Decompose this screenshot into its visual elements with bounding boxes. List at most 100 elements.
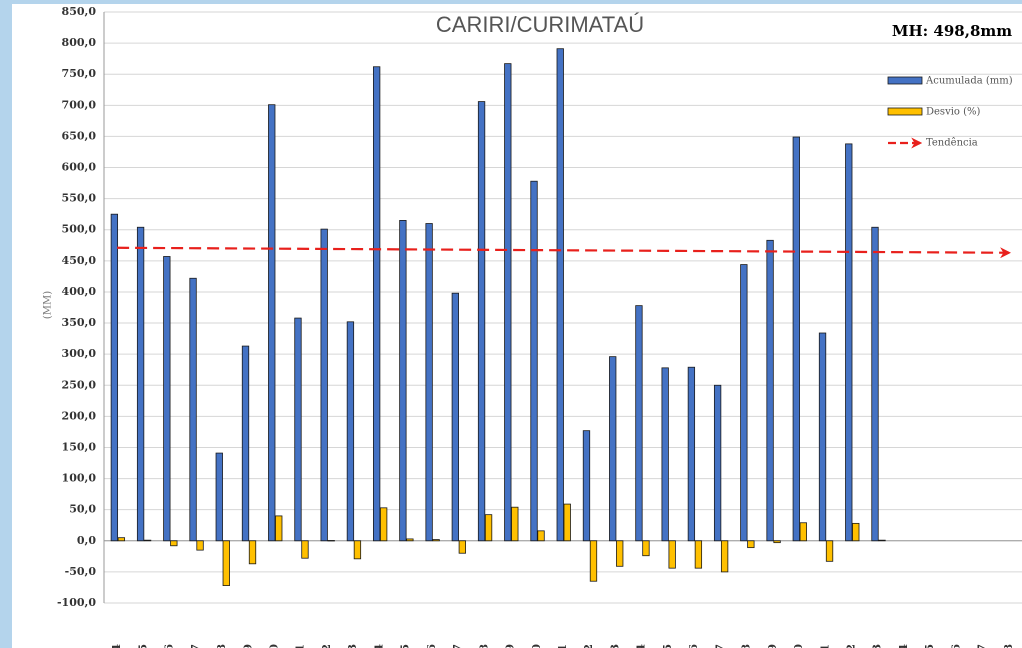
bar <box>845 143 853 542</box>
x-tick-label: 2019 <box>766 644 779 648</box>
x-tick-label: 2006 <box>425 644 438 648</box>
x-tick-label: 2028 <box>1002 644 1015 648</box>
legend-label: Acumulada (mm) <box>925 76 1013 87</box>
y-tick-label: 750,0 <box>62 67 97 80</box>
y-tick-label: 450,0 <box>62 254 97 267</box>
x-tick-label: 2011 <box>556 644 569 648</box>
bar <box>163 256 171 542</box>
x-tick-label: 1998 <box>215 644 228 648</box>
bar <box>799 522 807 542</box>
legend-label: Tendência <box>926 138 978 149</box>
x-tick-label: 2008 <box>477 644 490 648</box>
bar <box>661 367 669 542</box>
bar <box>687 366 696 542</box>
bar <box>530 180 538 542</box>
y-tick-label: 650,0 <box>62 129 97 142</box>
y-tick-label: 250,0 <box>62 378 97 391</box>
x-tick-label: 1995 <box>136 644 149 648</box>
y-tick-label: 100,0 <box>62 472 97 485</box>
x-tick-label: 2012 <box>582 644 595 648</box>
x-tick-label: 2001 <box>294 644 307 648</box>
bar <box>196 540 204 551</box>
bar <box>766 239 774 542</box>
bar <box>740 264 748 542</box>
chart-title: CARIRI/CURIMATAÚ <box>436 12 644 37</box>
x-tick-label: 2010 <box>530 644 543 648</box>
bar <box>353 540 362 560</box>
x-tick-label: 1996 <box>163 644 176 648</box>
bar <box>117 537 126 542</box>
y-tick-label: 600,0 <box>62 161 97 174</box>
bar <box>301 540 309 559</box>
bar <box>406 538 414 542</box>
bar <box>241 345 250 542</box>
x-tick-label: 2024 <box>897 644 910 648</box>
x-tick-label: 2004 <box>372 644 385 648</box>
x-tick-label: 1994 <box>110 644 123 648</box>
y-tick-label: 700,0 <box>62 98 97 111</box>
x-tick-label: 2022 <box>845 644 858 648</box>
bar <box>668 540 676 569</box>
y-tick-label: -100,0 <box>57 596 96 609</box>
y-tick-label: 300,0 <box>62 347 97 360</box>
y-tick-label: 350,0 <box>62 316 97 329</box>
bar <box>852 522 860 542</box>
bar <box>773 540 781 544</box>
x-tick-label: 2015 <box>661 644 674 648</box>
bar <box>871 226 879 542</box>
bar <box>537 530 545 542</box>
y-tick-label: 0,0 <box>77 534 96 547</box>
y-tick-label: 200,0 <box>62 409 97 422</box>
legend-label: Desvio (%) <box>926 107 981 118</box>
bar <box>248 540 257 565</box>
y-tick-label: 400,0 <box>62 285 97 298</box>
x-tick-label: 2025 <box>923 644 936 648</box>
bar <box>294 317 302 542</box>
x-tick-label: 2003 <box>346 644 359 648</box>
bar <box>170 540 178 547</box>
x-tick-label: 2000 <box>267 644 280 648</box>
bar <box>642 540 650 557</box>
y-tick-label: 850,0 <box>62 5 97 18</box>
bar <box>609 356 617 542</box>
x-tick-label: 2013 <box>608 644 621 648</box>
y-tick-label: 800,0 <box>62 36 97 49</box>
bar <box>747 540 755 549</box>
y-tick-label: -50,0 <box>65 565 97 578</box>
x-tick-label: 2026 <box>949 644 962 648</box>
bar <box>327 540 335 542</box>
bar <box>504 63 512 542</box>
x-tick-label: 2002 <box>320 644 333 648</box>
bar <box>379 507 388 542</box>
y-axis-label: (MM) <box>43 291 54 319</box>
bar <box>268 104 276 542</box>
bar <box>878 539 886 542</box>
x-tick-label: 1997 <box>189 644 202 648</box>
bar <box>320 228 328 542</box>
bar <box>556 48 564 542</box>
bar <box>215 452 223 542</box>
annotation: MH: 498,8mm <box>892 22 1012 40</box>
bar <box>589 540 598 582</box>
x-tick-label: 2009 <box>504 644 517 648</box>
bar <box>458 540 466 554</box>
bar <box>425 223 433 542</box>
bar <box>477 101 486 542</box>
bar <box>818 332 827 542</box>
bar <box>582 430 591 542</box>
bar <box>563 503 571 542</box>
y-tick-label: 50,0 <box>69 503 96 516</box>
y-tick-label: 500,0 <box>62 223 97 236</box>
legend-swatch <box>887 107 923 116</box>
bar <box>713 384 722 542</box>
x-tick-label: 2021 <box>818 644 831 648</box>
bar <box>432 539 440 542</box>
x-tick-label: 2017 <box>713 644 726 648</box>
bar <box>511 506 519 542</box>
x-tick-label: 2007 <box>451 644 464 648</box>
bar <box>635 305 643 542</box>
y-tick-label: 150,0 <box>62 440 97 453</box>
legend-swatch <box>887 76 923 85</box>
